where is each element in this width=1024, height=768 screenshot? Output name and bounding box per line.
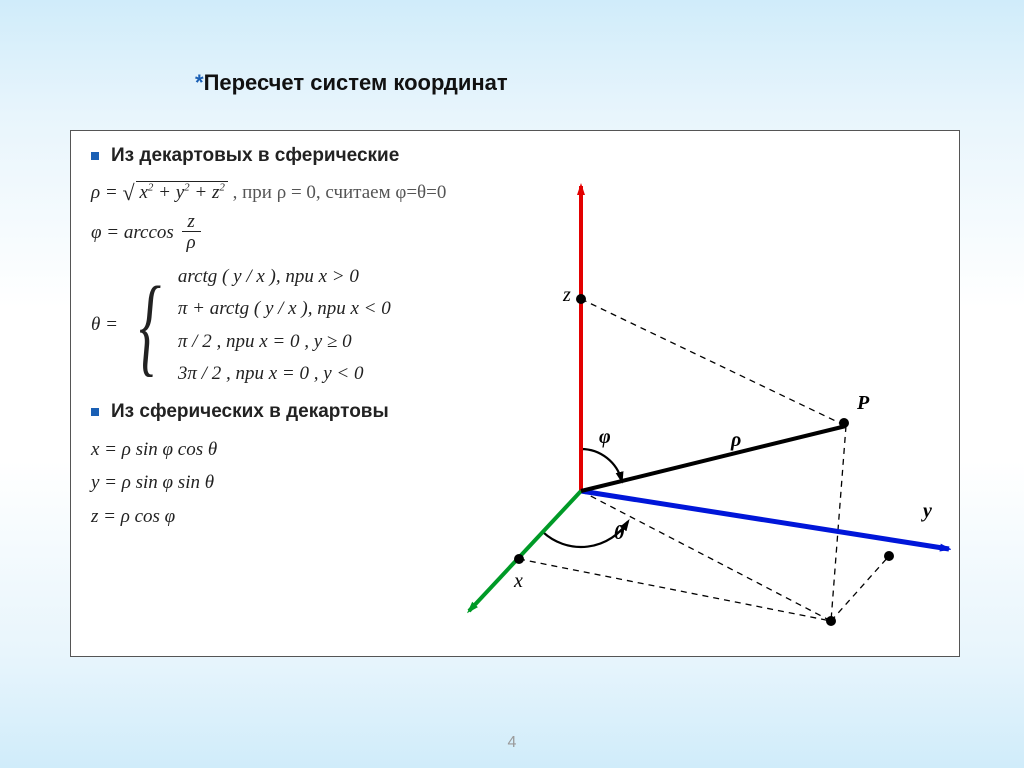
theta-case2: π + arctg ( y / x ), при x < 0 [178, 294, 391, 323]
svg-text:x: x [513, 570, 523, 592]
bullet-icon [91, 152, 99, 160]
sqrt-icon: x2 + y2 + z2 [122, 178, 227, 207]
slide-title: *Пересчет систем координат [195, 70, 508, 96]
rho-condition: , при ρ = 0, считаем φ=θ=0 [233, 182, 447, 203]
svg-text:ρ: ρ [730, 429, 741, 451]
title-star-icon: * [195, 70, 204, 95]
coordinate-diagram: z y x ρ Pφ θ [451, 161, 951, 651]
svg-text:z: z [562, 284, 571, 306]
theta-case1: arctg ( y / x ), при x > 0 [178, 262, 391, 291]
bullet-icon [91, 408, 99, 416]
content-box: Из декартовых в сферические ρ = x2 + y2 … [70, 130, 960, 657]
svg-text:φ: φ [599, 426, 611, 448]
section2-title: Из сферических в декартовы [111, 401, 389, 422]
svg-text:P: P [856, 392, 870, 414]
brace-icon: { [139, 270, 161, 380]
fraction-z-rho: z ρ [182, 212, 201, 255]
svg-text:θ: θ [614, 522, 625, 544]
slide-page: *Пересчет систем координат Из декартовых… [0, 0, 1024, 768]
section1-title: Из декартовых в сферические [111, 145, 399, 166]
page-number: 4 [0, 734, 1024, 752]
theta-case3: π / 2 , при x = 0 , y ≥ 0 [178, 327, 391, 356]
svg-text:y: y [921, 500, 932, 522]
title-text: Пересчет систем координат [204, 70, 508, 95]
theta-case4: 3π / 2 , при x = 0 , y < 0 [178, 359, 391, 388]
